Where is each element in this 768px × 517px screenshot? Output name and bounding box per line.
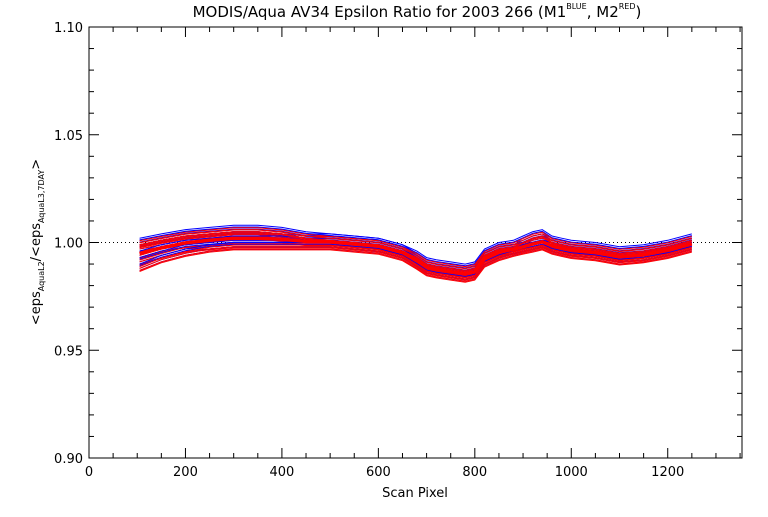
series-m1-line-4-1: [139, 226, 692, 267]
series-m2-line-4-2: [139, 227, 692, 268]
title-sup-blue: BLUE: [566, 2, 586, 11]
series-m2-line-5-3: [139, 249, 692, 283]
series-m2-line-4-3: [139, 232, 692, 273]
ylabel-close: >: [29, 159, 44, 170]
series-m2-line-5-1: [139, 248, 692, 282]
title-main: MODIS/Aqua AV34 Epsilon Ratio for 2003 2…: [193, 3, 567, 21]
series-m2-mean-line: [139, 236, 693, 276]
x-axis-label: Scan Pixel: [382, 486, 448, 501]
x-tick-label: 200: [173, 465, 198, 480]
y-axis-label: <epsAquaL2/<epsAquaL3,7DAY>: [29, 159, 46, 325]
y-tick-label: 0.95: [54, 344, 83, 359]
series-m2-line-3-3: [139, 247, 692, 281]
title-end: ): [636, 3, 642, 21]
y-tick-label: 1.05: [54, 129, 83, 144]
series-m2-line-5-0: [139, 246, 692, 280]
y-tick-label: 1.10: [54, 21, 83, 36]
series-m2-line-4-1: [139, 231, 692, 271]
x-tick-label: 1000: [555, 465, 588, 480]
ylabel-sub2: AquaL3,7DAY: [37, 170, 46, 223]
y-tick-label: 1.00: [54, 237, 83, 252]
x-tick-label: 800: [462, 465, 487, 480]
series-layer: [139, 224, 693, 283]
y-tick-label: 0.90: [54, 452, 83, 467]
series-m1-line-4-3: [139, 224, 692, 265]
x-tick-label: 600: [366, 465, 391, 480]
title-sup-red: RED: [619, 2, 636, 11]
ylabel-open: <eps: [29, 291, 44, 325]
series-m1-line-5-1: [139, 243, 692, 278]
series-m2-line-5-2: [139, 244, 692, 278]
chart-title: MODIS/Aqua AV34 Epsilon Ratio for 2003 2…: [193, 2, 642, 21]
ylabel-sub1: AquaL2: [37, 261, 46, 291]
ylabel-mid: /<eps: [29, 223, 44, 262]
x-tick-label: 400: [269, 465, 294, 480]
x-tick-label: 0: [85, 465, 93, 480]
axes-layer: 0 200 400 600 800 1000 1200 0.90 0.95 1.00 1.05 1.1…: [54, 21, 743, 480]
title-mid: , M2: [587, 3, 619, 21]
x-tick-label: 1200: [651, 465, 684, 480]
series-m2-line-4-0: [139, 229, 692, 269]
